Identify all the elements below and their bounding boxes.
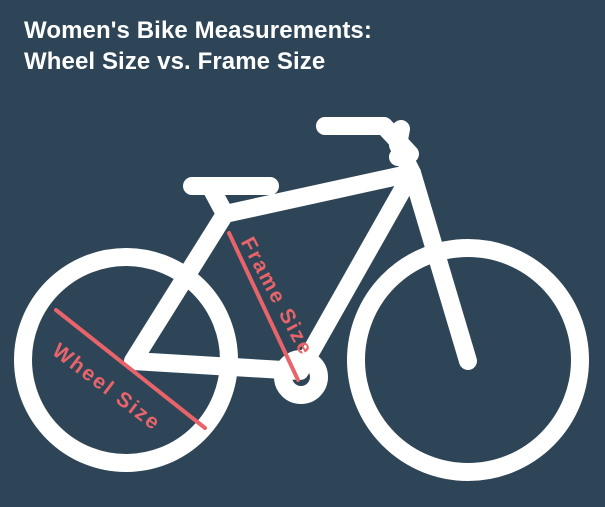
title-line-2: Wheel Size vs. Frame Size — [24, 48, 326, 75]
handlebar — [316, 117, 419, 166]
wheel-size-line — [54, 308, 207, 430]
frame-size-line — [227, 231, 300, 382]
bike-illustration — [14, 117, 589, 481]
crank — [274, 350, 328, 404]
front-wheel — [347, 239, 589, 481]
page-title: Women's Bike Measurements: Wheel Size vs… — [24, 15, 372, 77]
title-line-1: Women's Bike Measurements: — [24, 17, 372, 44]
